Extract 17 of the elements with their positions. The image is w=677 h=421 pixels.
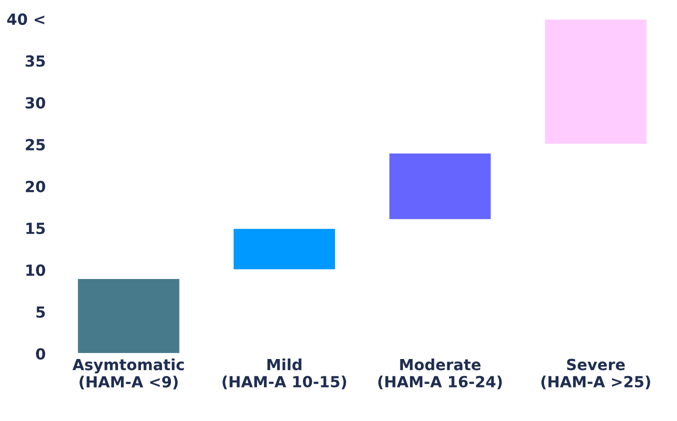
bar [388, 152, 492, 220]
y-tick-label: 25 [26, 138, 45, 150]
x-tick-label: Mild (HAM-A 10-15) [222, 358, 346, 390]
y-tick-label: 30 [26, 97, 46, 109]
y-tick-label: 35 [26, 55, 45, 67]
bar [76, 278, 181, 354]
x-tick-label: Moderate (HAM-A 16-24) [378, 358, 502, 390]
x-tick-label: Severe (HAM-A >25) [541, 358, 650, 390]
y-tick-label: 40 < [7, 13, 44, 25]
bar [232, 227, 336, 271]
y-tick-label: 20 [26, 180, 46, 192]
y-tick-label: 15 [26, 222, 45, 234]
x-tick-label: Asymtomatic (HAM-A <9) [72, 358, 184, 390]
bar [544, 18, 648, 146]
y-tick-label: 5 [36, 306, 45, 318]
y-tick-label: 10 [26, 264, 46, 276]
y-tick-label: 0 [36, 348, 46, 360]
